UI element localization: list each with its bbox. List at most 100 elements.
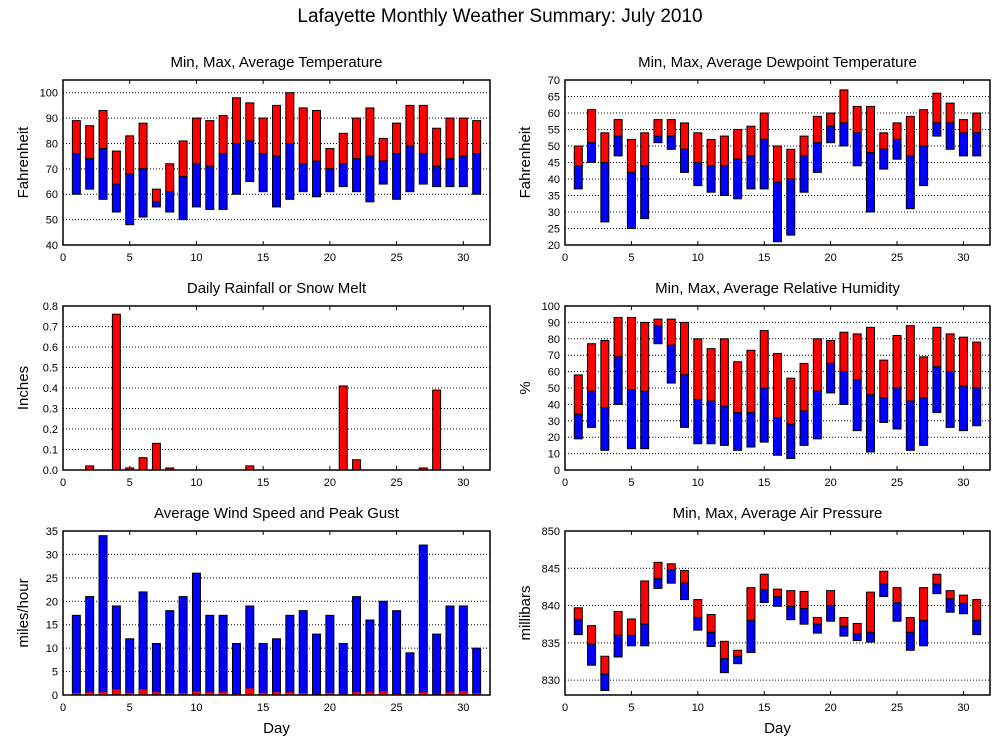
bar-min-segment (231, 142, 241, 195)
y-tick-label: 30 (46, 549, 58, 561)
bar-max-segment (587, 625, 597, 645)
bar-max-segment (573, 145, 583, 167)
bar-min-segment (865, 631, 875, 643)
chart-title: Min, Max, Average Temperature (170, 54, 382, 71)
bar-min-segment (786, 605, 796, 621)
bar-peak-gust (165, 610, 175, 696)
bar-min-segment (653, 578, 663, 589)
bar-min-segment (839, 625, 849, 637)
bar-min-segment (972, 387, 982, 427)
chart-rain: Daily Rainfall or Snow Melt 0.0 0.1 0.2 0.3 0… (15, 280, 491, 489)
bar-min-segment (272, 155, 281, 208)
bar-max-segment (865, 105, 875, 154)
bar-max-segment (839, 331, 849, 373)
bar-peak-gust (245, 605, 255, 696)
bar-peak-gust (365, 619, 375, 696)
bar-max-segment (958, 594, 968, 604)
bar-avg-wind (152, 692, 161, 695)
bar-max-segment (706, 138, 716, 167)
bar-min-segment (640, 623, 650, 647)
bar-min-segment (932, 122, 942, 137)
bar-max-segment (892, 335, 902, 389)
bar-min-segment (587, 390, 597, 428)
bar-avg-wind (459, 691, 468, 695)
bar-max-segment (746, 587, 756, 621)
bar-avg-wind (299, 693, 308, 695)
bar-min-segment (706, 400, 716, 445)
bar-max-segment (693, 132, 703, 164)
chart-temp: Min, Max, Average Temperature40506070809… (15, 54, 491, 264)
y-tick-label: 0.4 (43, 383, 58, 395)
x-tick-label: 25 (390, 252, 402, 264)
bar-max-segment (151, 188, 161, 203)
y-tick-label: 60 (46, 189, 58, 201)
bar-max-segment (892, 122, 902, 140)
bar-peak-gust (325, 614, 335, 696)
plot-frame (564, 305, 991, 471)
bar-min-segment (573, 619, 583, 636)
bar-max-segment (191, 117, 201, 165)
bar-peak-gust (205, 614, 215, 696)
bar-avg-wind (165, 693, 174, 695)
bar-peak-gust (472, 647, 482, 696)
bar-min-segment (945, 371, 955, 428)
bar-max-segment (945, 102, 955, 124)
bar-max-segment (945, 590, 955, 600)
y-tick-label: 45 (548, 158, 560, 170)
y-tick-label: 30 (548, 207, 560, 219)
bar-max-segment (573, 607, 583, 621)
bar-max-segment (852, 105, 862, 134)
y-tick-label: 40 (548, 174, 560, 186)
bar-min-segment (392, 153, 402, 200)
bar-min-segment (958, 385, 968, 432)
bar-max-segment (759, 112, 769, 140)
bar-min-segment (958, 602, 968, 615)
bar-peak-gust (445, 605, 455, 696)
y-tick-label: 90 (548, 317, 560, 329)
bar-min-segment (905, 155, 915, 210)
bar-min-segment (826, 125, 836, 144)
bar-max-segment (905, 616, 915, 633)
bar-max-segment (719, 640, 729, 659)
y-tick-label: 100 (40, 88, 58, 100)
bar-peak-gust (258, 642, 268, 696)
bar-max-segment (218, 115, 228, 155)
bar-max-segment (626, 138, 636, 173)
bar-max-segment (666, 318, 676, 346)
bar-max-segment (932, 573, 942, 585)
bar-max-segment (773, 353, 782, 419)
x-tick-label: 0 (562, 702, 568, 714)
bar-max-segment (272, 104, 281, 157)
bar-max-segment (919, 109, 929, 147)
bar-max-segment (812, 616, 822, 625)
bar-min-segment (378, 160, 388, 185)
bar-min-segment (773, 181, 782, 243)
x-tick-label: 10 (190, 252, 202, 264)
bar-avg-wind (219, 692, 228, 695)
y-axis-label: Fahrenheit (15, 126, 32, 199)
y-tick-label: 850 (542, 526, 560, 538)
plot-frame (62, 305, 491, 471)
x-tick-label: 10 (692, 702, 704, 714)
bar-min-segment (879, 583, 889, 598)
bar-max-segment (958, 119, 968, 134)
bar-rain (352, 459, 362, 471)
chart-pressure: Min, Max, Average Air Pressure 830 835 840 8… (517, 505, 991, 737)
bar-min-segment (573, 413, 583, 440)
x-axis-label: Day (764, 720, 791, 737)
bar-avg-wind (72, 693, 81, 695)
bar-max-segment (613, 611, 623, 636)
y-tick-label: 0.2 (43, 424, 58, 436)
bar-max-segment (919, 587, 929, 621)
bar-max-segment (839, 89, 849, 124)
bar-avg-wind (272, 692, 281, 695)
bar-min-segment (626, 634, 636, 647)
bar-min-segment (98, 148, 108, 200)
bar-max-segment (245, 102, 255, 142)
chart-humidity: Min, Max, Average Relative Humidity 0 10 20… (517, 280, 991, 489)
bar-max-segment (111, 150, 121, 185)
bar-max-segment (378, 137, 388, 162)
bar-max-segment (125, 135, 135, 175)
bar-min-segment (865, 394, 875, 453)
